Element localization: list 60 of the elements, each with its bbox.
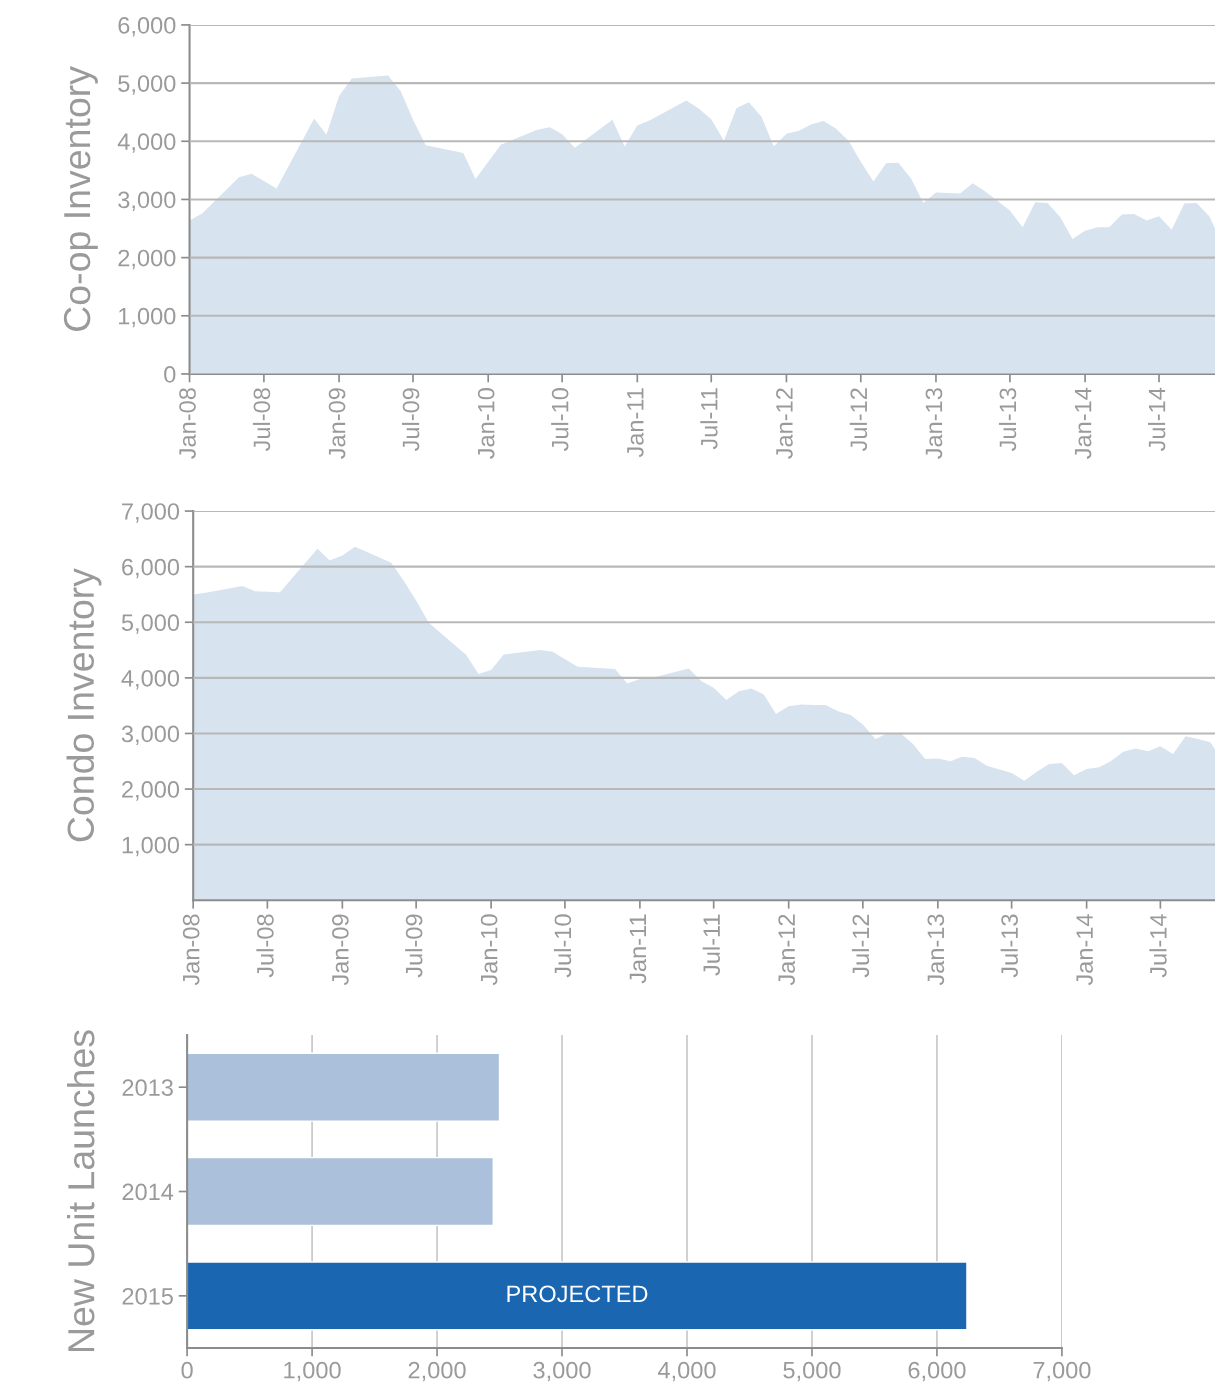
x-tick-label: Jul-12 (851, 914, 870, 978)
y-axis-title: Co-op Inventory (63, 66, 98, 331)
x-tick-label: Jul-13 (1000, 914, 1018, 978)
x-tick-label: Jul-10 (553, 914, 572, 978)
y-tick-label: 2,000 (118, 249, 176, 270)
y-tick-label: 2013 (122, 1079, 173, 1096)
y-axis-title: New Unit Launches (66, 1030, 95, 1352)
x-tick-label: Jan-10 (477, 388, 495, 459)
y-tick-label: 3,000 (121, 725, 180, 746)
annotation: PROJECTED (507, 1285, 648, 1303)
y-tick-label: 7,000 (122, 503, 180, 523)
x-tick-label: Jan-12 (778, 914, 795, 986)
x-tick-label: Jul-09 (405, 914, 423, 978)
x-tick-label: Jan-09 (328, 388, 346, 459)
y-tick-label: 2014 (122, 1183, 174, 1201)
bar (187, 1261, 968, 1331)
x-tick-label: Jan-08 (179, 388, 196, 459)
y-tick-label: 1,000 (122, 836, 180, 857)
bar (187, 1156, 494, 1227)
x-tick-label: Jan-11 (627, 388, 644, 458)
y-tick-label: 4,000 (121, 669, 180, 690)
x-tick-label: Jan-13 (927, 914, 945, 986)
x-tick-label: Jul-08 (252, 388, 271, 452)
x-tick-label: Jul-14 (1148, 387, 1166, 452)
x-tick-label: 0 (181, 1361, 193, 1379)
x-tick-label: 7,000 (1033, 1361, 1091, 1382)
x-tick-label: Jan-14 (1074, 387, 1092, 459)
y-tick-label: 6,000 (118, 17, 176, 37)
x-tick-label: 3,000 (533, 1361, 591, 1382)
x-tick-label: 1,000 (284, 1361, 341, 1382)
x-tick-label: Jul-13 (998, 388, 1017, 452)
x-tick-label: 2,000 (408, 1361, 466, 1382)
y-tick-label: 4,000 (117, 133, 176, 153)
x-tick-label: Jul-12 (849, 388, 868, 452)
y-tick-label: 2,000 (122, 781, 180, 801)
x-tick-label: Jul-09 (402, 388, 420, 452)
x-tick-label: Jan-09 (331, 914, 349, 986)
x-tick-label: 4,000 (658, 1361, 716, 1382)
y-tick-label: 2015 (122, 1287, 173, 1305)
y-tick-label: 5,000 (118, 75, 176, 95)
y-tick-label: 6,000 (122, 558, 180, 579)
x-tick-label: Jan-10 (480, 914, 498, 986)
x-tick-label: Jan-14 (1076, 914, 1093, 986)
y-tick-label: 5,000 (121, 614, 180, 634)
bar (187, 1052, 501, 1122)
y-tick-label: 0 (164, 366, 176, 383)
x-tick-label: Jul-11 (700, 388, 718, 450)
x-tick-label: 5,000 (783, 1361, 841, 1382)
x-tick-label: 6,000 (908, 1361, 966, 1382)
x-tick-label: Jul-14 (1149, 914, 1167, 978)
x-tick-label: Jan-08 (182, 914, 200, 986)
x-tick-label: Jan-13 (925, 388, 943, 459)
x-tick-label: Jan-11 (629, 914, 647, 984)
y-tick-label: 3,000 (118, 191, 176, 212)
x-tick-label: Jan-12 (776, 388, 793, 459)
x-tick-label: Jul-10 (551, 388, 569, 452)
x-tick-label: Jul-11 (702, 914, 721, 976)
x-tick-label: Jul-08 (256, 914, 274, 978)
y-tick-label: 1,000 (119, 307, 176, 328)
y-axis-title: Condo Inventory (66, 568, 102, 842)
